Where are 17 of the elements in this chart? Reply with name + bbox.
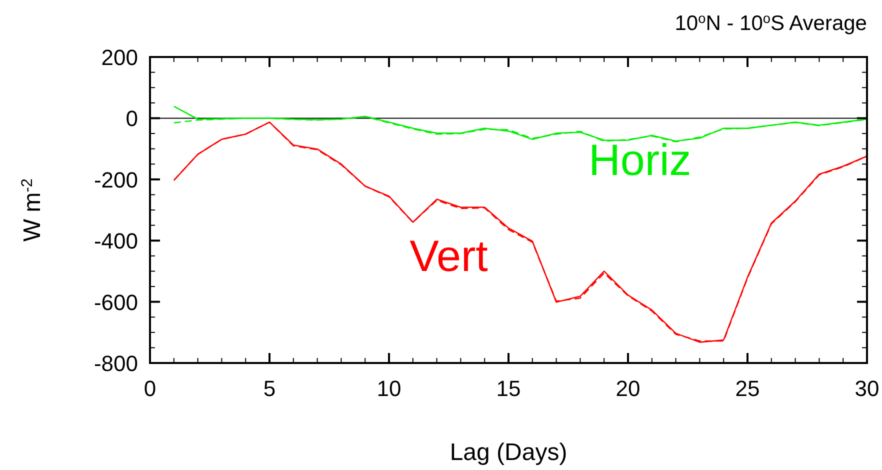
x-axis-title: Lag (Days) — [450, 439, 568, 466]
y-tick-label: 0 — [126, 106, 138, 132]
y-tick-label: -800 — [94, 351, 138, 376]
y-tick-label: -600 — [94, 290, 138, 315]
x-tick-label: 30 — [854, 376, 880, 401]
y-tick-label: -200 — [94, 167, 138, 192]
series-label: Vert — [410, 232, 488, 282]
y-tick-label: -400 — [94, 228, 138, 254]
x-tick-label: 25 — [735, 376, 760, 401]
y-tick-label: 200 — [101, 45, 138, 70]
x-tick-label: 10 — [376, 376, 402, 401]
series-label: Horiz — [588, 136, 692, 185]
x-tick-label: 15 — [496, 376, 521, 401]
x-tick-label: 0 — [144, 376, 156, 401]
chart-title: 10$^{o}$N - 10$^{o}$S Average — [674, 10, 867, 35]
x-tick-label: 20 — [616, 376, 640, 401]
x-tick-label: 5 — [263, 376, 276, 401]
